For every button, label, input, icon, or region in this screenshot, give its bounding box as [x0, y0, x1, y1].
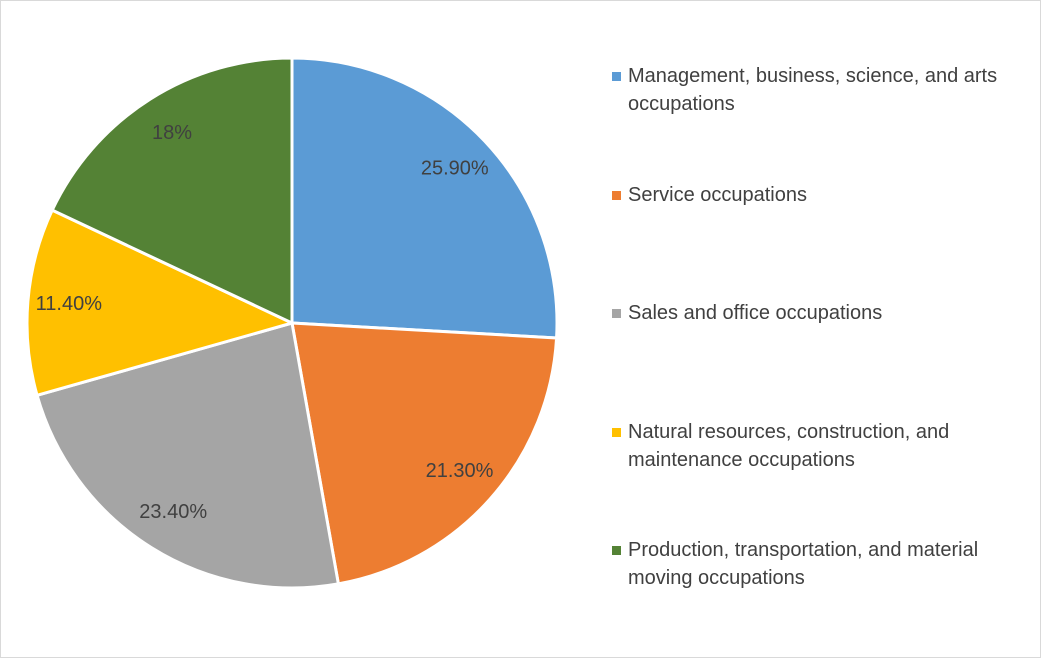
legend-swatch	[612, 72, 621, 81]
legend-label: Management, business, science, and arts …	[628, 65, 998, 115]
legend-entry: Natural resources, construction, and mai…	[612, 418, 1032, 474]
legend-entry: Sales and office occupations	[612, 299, 1032, 327]
legend-entry: Service occupations	[612, 181, 1032, 209]
legend-swatch	[612, 546, 621, 555]
legend-label: Production, transportation, and material…	[628, 539, 979, 589]
legend-label: Natural resources, construction, and mai…	[628, 420, 950, 471]
pie-slice	[290, 321, 559, 586]
legend-entry: Management, business, science, and arts …	[612, 62, 1032, 118]
legend-entry: Production, transportation, and material…	[612, 536, 1032, 592]
pie-slice	[50, 56, 294, 325]
legend-swatch	[612, 309, 621, 318]
pie-slice	[35, 321, 340, 590]
data-label: 23.40%	[139, 501, 207, 523]
legend-label: Sales and office occupations	[628, 302, 883, 324]
legend-label: Service occupations	[628, 183, 807, 206]
data-label: 18%	[152, 122, 192, 144]
pie-slice	[25, 208, 294, 397]
data-label: 21.30%	[426, 460, 494, 482]
data-label: 11.40%	[36, 293, 103, 315]
data-label: 25.90%	[421, 157, 489, 179]
legend-swatch	[612, 427, 621, 437]
legend-swatch	[612, 190, 621, 200]
pie-slice	[290, 56, 559, 340]
